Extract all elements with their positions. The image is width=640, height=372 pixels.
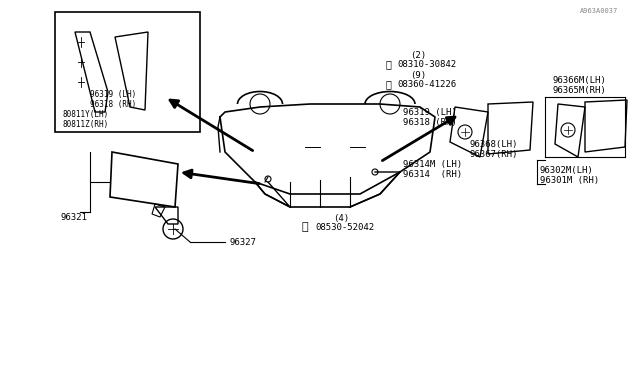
Text: 96318 (RH): 96318 (RH) [403,118,457,126]
Text: 96327: 96327 [230,237,257,247]
Text: 80811Y(LH): 80811Y(LH) [62,110,108,119]
Text: 96318 (RH): 96318 (RH) [90,100,136,109]
Text: 08530-52042: 08530-52042 [315,222,374,231]
Text: Ⓢ: Ⓢ [385,79,391,89]
Text: (4): (4) [333,214,349,222]
Text: Ⓢ: Ⓢ [301,222,308,232]
Text: 96319 (LH): 96319 (LH) [90,90,136,99]
Text: 96365M(RH): 96365M(RH) [553,86,607,94]
Text: 96367(RH): 96367(RH) [470,150,518,158]
Text: Ⓢ: Ⓢ [385,59,391,69]
Text: 96368(LH): 96368(LH) [470,140,518,148]
Text: 96366M(LH): 96366M(LH) [553,76,607,84]
Text: (9): (9) [410,71,426,80]
Bar [55,12,200,132]
Text: 96314  (RH): 96314 (RH) [403,170,462,179]
Text: 96302M(LH): 96302M(LH) [540,166,594,174]
Text: 80811Z(RH): 80811Z(RH) [62,120,108,129]
Text: 96301M (RH): 96301M (RH) [540,176,599,185]
Text: 08310-30842: 08310-30842 [397,60,456,68]
Text: 96321: 96321 [60,212,87,221]
Text: A963A0037: A963A0037 [580,8,618,14]
Text: 08360-41226: 08360-41226 [397,80,456,89]
Text: 96319 (LH): 96319 (LH) [403,108,457,116]
Text: (2): (2) [410,51,426,60]
Text: 96314M (LH): 96314M (LH) [403,160,462,169]
